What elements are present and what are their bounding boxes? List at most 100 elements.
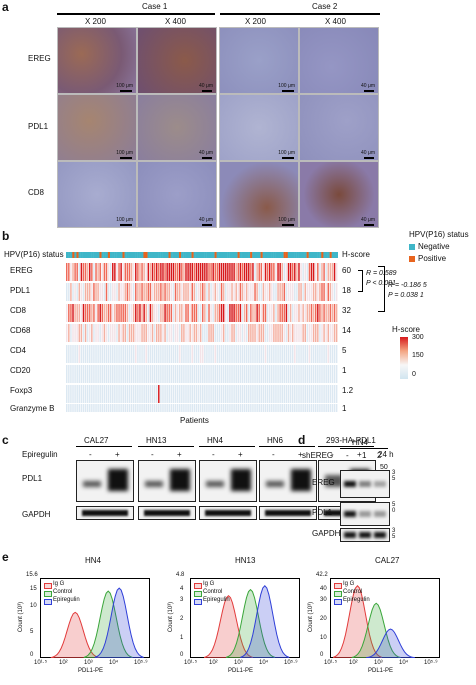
heatmap-cell [114, 345, 116, 363]
heatmap-cell [214, 365, 217, 383]
heatmap-cell [245, 345, 248, 363]
status-cell [300, 252, 303, 258]
heatmap-cell [74, 404, 76, 412]
heatmap-cell [218, 365, 221, 383]
heatmap-cell [155, 304, 158, 322]
status-cell [275, 252, 278, 258]
heatmap-cell [70, 385, 72, 403]
heatmap-cell [314, 385, 317, 403]
heatmap-cell [204, 365, 206, 383]
heatmap-cell [243, 283, 246, 301]
heatmap-cell [279, 345, 281, 363]
heatmap-cell [160, 304, 162, 322]
heatmap-cell [291, 263, 294, 281]
heatmap-cell [122, 365, 124, 383]
heatmap-cell [252, 385, 254, 403]
status-cell [197, 252, 201, 258]
heatmap-cell [80, 324, 83, 342]
status-cell [212, 252, 215, 258]
cell-line-label: HN4 [352, 438, 369, 447]
heatmap-cell [120, 304, 122, 322]
heatmap-cell [285, 304, 288, 322]
heatmap-cell [312, 283, 315, 301]
heatmap-cell [275, 324, 277, 342]
heatmap-cell [166, 365, 168, 383]
heatmap-cell [72, 404, 74, 412]
scale-tick: 0 [412, 371, 416, 378]
heatmap-cell [239, 263, 242, 281]
heatmap-cell [143, 404, 145, 412]
heatmap-cell [260, 304, 263, 322]
heatmap-cell [289, 385, 292, 403]
heatmap-cell [124, 324, 127, 342]
heatmap-cell [204, 283, 206, 301]
blot-band-plus [231, 469, 251, 491]
heatmap-cell [300, 263, 302, 281]
heatmap-cell [321, 385, 323, 403]
legend-swatch-negative [409, 244, 415, 250]
heatmap-cell [141, 283, 143, 301]
heatmap-cell [99, 365, 101, 383]
status-cell [80, 252, 83, 258]
scale-bar-label: 40 μm [199, 217, 213, 223]
heatmap-cell [160, 263, 162, 281]
protein-label: EREG [312, 478, 335, 487]
heatmap-cell [84, 404, 87, 412]
heatmap-cell [264, 365, 267, 383]
heatmap-cell [289, 345, 292, 363]
heatmap-cell [158, 345, 160, 363]
heatmap-cell [145, 385, 147, 403]
heatmap-cell [260, 365, 263, 383]
heatmap-cell [135, 404, 137, 412]
heatmap-cell [89, 345, 91, 363]
status-cell [229, 252, 232, 258]
blot-strip [340, 528, 390, 542]
heatmap-cell [116, 385, 118, 403]
heatmap-cell [112, 324, 114, 342]
heatmap-cell [74, 283, 76, 301]
heatmap-cell [214, 304, 217, 322]
heatmap-cell [114, 385, 116, 403]
heatmap-cell [101, 283, 104, 301]
status-cell [168, 252, 171, 258]
y-max-label: 4.8 [176, 572, 185, 578]
heatmap-cell [306, 385, 309, 403]
heatmap-cell [160, 324, 162, 342]
heatmap-cell [107, 385, 110, 403]
heatmap-cell [172, 385, 175, 403]
status-cell [130, 252, 134, 258]
heatmap-cell [202, 324, 204, 342]
heatmap-cell [229, 304, 231, 322]
heatmap-cell [256, 283, 258, 301]
heatmap-cell [76, 283, 78, 301]
status-cell [333, 252, 337, 258]
heatmap-cell [208, 263, 210, 281]
y-max-label: 42.2 [316, 572, 328, 578]
heatmap-cell [132, 304, 135, 322]
status-cell [327, 252, 330, 258]
heatmap-cell [78, 304, 81, 322]
heatmap-cell [181, 385, 183, 403]
heatmap-cell [235, 404, 237, 412]
heatmap-cell [128, 283, 131, 301]
status-cell [321, 252, 324, 258]
heatmap-cell [229, 283, 231, 301]
heatmap-cell [122, 324, 124, 342]
heatmap-cell [306, 283, 309, 301]
heatmap-cell [314, 404, 317, 412]
heatmap-cell [277, 385, 279, 403]
heatmap-cell [202, 263, 204, 281]
status-cell [285, 252, 288, 258]
status-cell [118, 252, 121, 258]
heatmap-cell [256, 263, 258, 281]
heatmap-cell [210, 345, 212, 363]
heatmap-cell [331, 304, 334, 322]
heatmap-cell [206, 385, 208, 403]
heatmap-cell [271, 365, 273, 383]
heatmap-cell [84, 385, 87, 403]
heatmap-cell [296, 263, 298, 281]
heatmap-cell [66, 365, 68, 383]
heatmap-cell [289, 283, 292, 301]
heatmap-cell [264, 404, 267, 412]
heatmap-cell [172, 404, 175, 412]
